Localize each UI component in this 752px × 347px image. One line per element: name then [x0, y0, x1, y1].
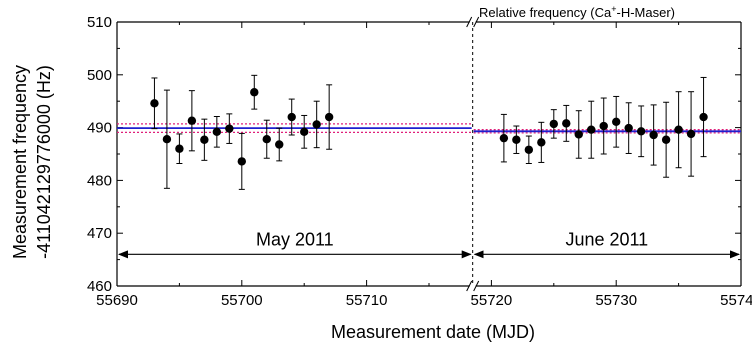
x-axis-title: Measurement date (MJD) — [331, 322, 535, 342]
data-point — [175, 144, 184, 153]
data-point — [300, 127, 309, 137]
data-point — [574, 130, 583, 139]
data-point — [237, 157, 246, 166]
data-point — [162, 135, 172, 144]
data-point — [499, 133, 509, 143]
data-point — [150, 99, 159, 108]
data-point — [275, 140, 284, 149]
data-point — [324, 112, 334, 122]
data-point — [287, 112, 296, 122]
axis-break-mark-top-1 — [466, 16, 473, 28]
data-point — [225, 124, 234, 133]
data-point — [686, 129, 696, 139]
axis-break-mark-top-2 — [473, 16, 480, 28]
data-point — [612, 117, 621, 126]
x-tick-label: 55690 — [96, 292, 138, 309]
axis-break-mark-bottom-1 — [466, 280, 473, 292]
data-point — [674, 125, 683, 134]
relative-frequency-annotation: Relative frequency (Ca+-H-Maser) — [479, 4, 675, 20]
data-point — [212, 127, 222, 137]
plot-area: 55690 55700 55710 55720 55730 55740 460 470 480 4… — [87, 14, 752, 309]
y-tick-label: 470 — [87, 225, 112, 242]
data-point — [599, 121, 608, 131]
data-point — [562, 119, 571, 128]
data-point — [699, 112, 708, 122]
x-tick-label: 55700 — [221, 292, 263, 309]
y-tick-label: 480 — [87, 172, 112, 189]
data-point — [587, 125, 596, 134]
x-tick-label: 55730 — [595, 292, 637, 309]
x-tick-label: 55740 — [720, 292, 752, 309]
data-point — [537, 138, 546, 147]
axis-break-mark-bottom-2 — [473, 280, 480, 292]
y-tick-label: 500 — [87, 67, 112, 84]
data-point — [200, 135, 209, 144]
data-point — [312, 120, 321, 129]
data-point — [624, 123, 633, 133]
region-label-2: June 2011 — [565, 229, 648, 249]
region-label-1: May 2011 — [256, 229, 334, 249]
data-point — [524, 145, 534, 154]
y-tick-label: 490 — [87, 120, 112, 137]
x-tick-label: 55720 — [471, 292, 513, 309]
data-point — [187, 116, 197, 125]
data-point — [262, 135, 271, 144]
data-point — [636, 127, 646, 136]
data-point — [661, 135, 671, 144]
y-axis-title-line-1: Measurement frequency — [10, 65, 30, 259]
y-tick-label: 510 — [87, 14, 112, 31]
data-point — [649, 130, 658, 140]
data-point — [250, 88, 259, 97]
y-axis-title-line-2: -411042129776000 (Hz) — [34, 65, 54, 259]
x-tick-label: 55710 — [346, 292, 388, 309]
data-point — [549, 119, 558, 129]
y-tick-label: 460 — [87, 278, 112, 295]
data-point — [512, 135, 521, 144]
